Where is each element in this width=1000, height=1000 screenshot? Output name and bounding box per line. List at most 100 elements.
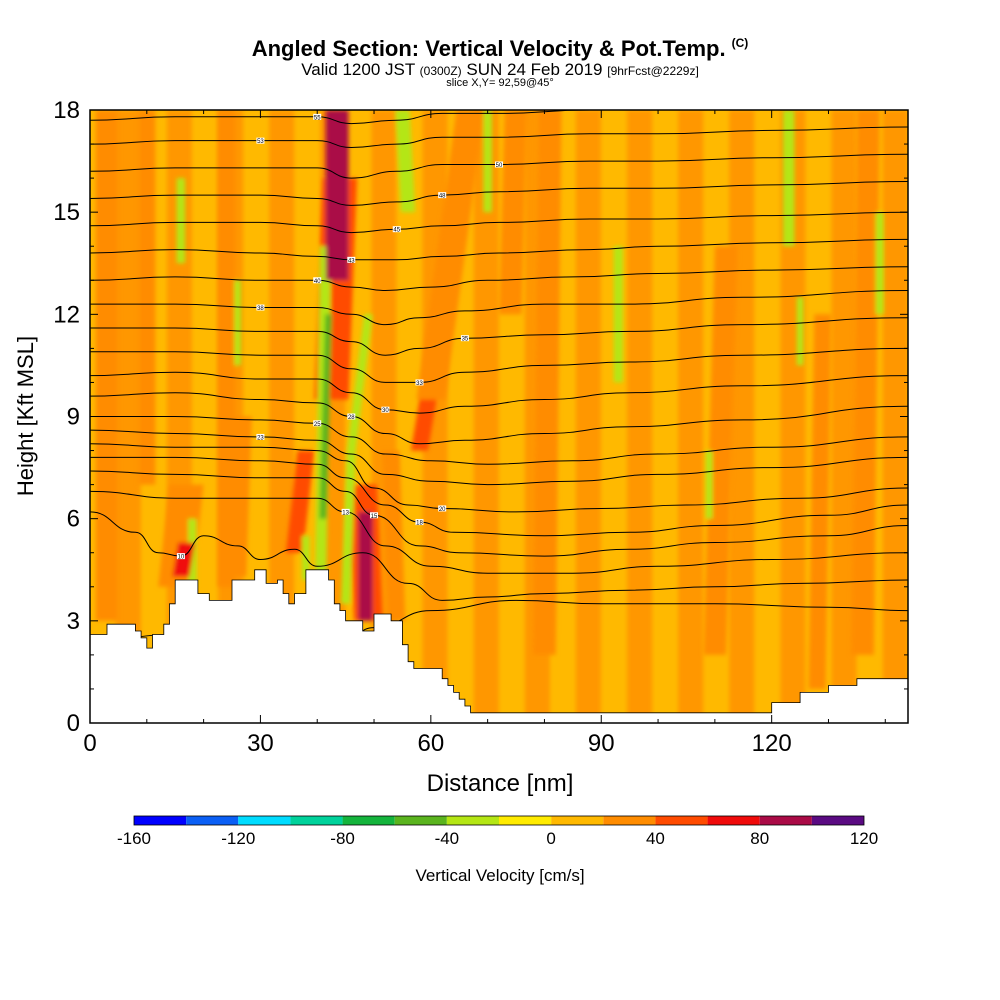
theta-contour-line (90, 266, 908, 292)
contour-label-box (381, 406, 390, 413)
contour-label: 43 (348, 258, 355, 264)
theta-contour-line (90, 317, 908, 356)
contour-label: 48 (439, 194, 446, 200)
y-axis-label: Height [Kft MSL] (13, 336, 38, 496)
axes: 0 30 60 90 120 0 3 6 9 12 15 18 (53, 97, 908, 757)
contour-label-box (256, 137, 265, 144)
velocity-streak (626, 110, 653, 723)
chart-subtitle: Valid 1200 JST (0300Z) SUN 24 Feb 2019 [… (0, 60, 1000, 80)
x-tick-label: 30 (247, 730, 274, 757)
contour-label-box (415, 379, 424, 386)
contour-label-box (256, 304, 265, 311)
contour-label: 10 (178, 555, 185, 561)
colorbar-swatch (446, 816, 499, 825)
updraft-band (217, 110, 235, 587)
contour-label: 28 (348, 415, 355, 421)
contour-label-box (415, 519, 424, 526)
strong-updraft-band (358, 511, 373, 621)
colorbar-swatch (707, 816, 760, 825)
contour-label: 33 (416, 381, 423, 387)
colorbar-tick-label: 120 (850, 829, 878, 848)
contour-label: 50 (496, 163, 503, 169)
colorbar-swatch (134, 816, 187, 825)
colorbar-swatch (655, 816, 708, 825)
y-tick-label: 3 (67, 608, 80, 635)
theta-contours: 510131518202325283033353840434548505355 (90, 110, 908, 642)
valid-date: SUN 24 Feb 2019 (466, 60, 603, 79)
velocity-streak (729, 110, 755, 723)
contour-label: 30 (382, 408, 389, 414)
theta-contour-line (90, 371, 908, 414)
contour-label-box (495, 161, 503, 168)
strong-updraft-band (325, 110, 349, 281)
colorbar-swatch (603, 816, 656, 825)
contour-label: 40 (314, 279, 321, 285)
theta-contour-line (90, 470, 908, 557)
theta-contour-line (90, 211, 908, 234)
theta-contour-line (90, 429, 908, 486)
contour-label: 45 (393, 228, 400, 234)
contour-label: 18 (416, 521, 423, 527)
velocity-bands (95, 110, 884, 689)
colorbar-swatch (551, 816, 604, 825)
updraft-band (703, 246, 738, 655)
colorbar-swatch (499, 816, 552, 825)
y-tick-label: 9 (67, 404, 80, 431)
velocity-streak (575, 110, 602, 723)
downdraft-band (176, 178, 186, 264)
chart-title: Angled Section: Vertical Velocity & Pot.… (0, 36, 1000, 62)
updraft-band (851, 110, 880, 655)
colorbar: -160 -120 -80 -40 0 40 80 120 (117, 815, 878, 848)
contour-label-box (347, 256, 356, 263)
terrain (90, 569, 908, 723)
theta-contour-line (90, 110, 908, 125)
updraft-band (95, 110, 119, 621)
colorbar-swatch (290, 816, 343, 825)
contour-label-box (370, 512, 379, 519)
colorbar-swatch (394, 816, 447, 825)
downdraft-band (341, 450, 356, 604)
theta-contour-line (90, 290, 908, 326)
chart-title-text: Angled Section: Vertical Velocity & Pot.… (251, 36, 726, 61)
updraft-band (533, 110, 562, 655)
contour-label: 25 (314, 422, 321, 428)
valid-time: Valid 1200 JST (301, 60, 415, 79)
contour-label-box (256, 433, 265, 440)
y-tick-label: 15 (53, 199, 80, 226)
theta-contour-line (90, 126, 908, 149)
contour-label: 53 (257, 139, 264, 145)
contour-label-box (313, 420, 322, 427)
downdraft-band (875, 212, 884, 315)
updraft-band (808, 314, 832, 689)
theta-contour-line (90, 392, 908, 445)
velocity-streak (754, 110, 781, 723)
updraft-band (499, 110, 528, 315)
colorbar-tick-label: -160 (117, 829, 151, 848)
colorbar-tick-label: 0 (546, 829, 555, 848)
contour-label-box (313, 113, 322, 120)
downdraft-band (395, 110, 416, 213)
updraft-band (286, 450, 315, 553)
updraft-band (416, 110, 485, 400)
contour-label-box (176, 553, 185, 560)
theta-contour-line (90, 181, 908, 206)
theta-contour-line (90, 490, 908, 574)
updraft-band (138, 110, 156, 485)
theta-contour-line (90, 456, 908, 537)
colorbar-swatch (759, 816, 812, 825)
contour-label: 15 (371, 514, 378, 520)
downdraft-band (483, 110, 492, 213)
colorbar-frame (133, 815, 865, 826)
downdraft-band (319, 314, 332, 519)
velocity-streak (652, 110, 678, 723)
contour-label: 13 (342, 510, 349, 516)
colorbar-tick-label: 80 (750, 829, 769, 848)
contour-label: 23 (257, 435, 264, 441)
colorbar-tick-label: -40 (435, 829, 460, 848)
colorbar-swatch (186, 816, 239, 825)
theta-contour-line (90, 443, 908, 513)
downdraft-band (613, 246, 623, 383)
downdraft-band (783, 110, 795, 247)
colorbar-swatch (811, 816, 864, 825)
